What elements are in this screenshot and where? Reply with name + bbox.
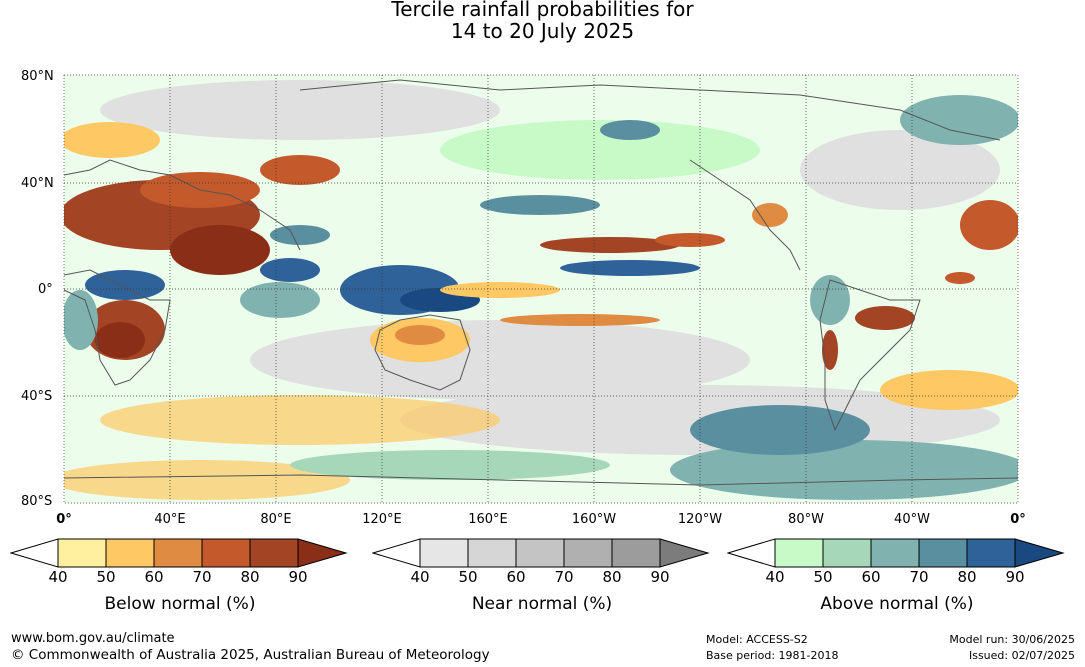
- map-title-line2: 14 to 20 July 2025: [450, 19, 635, 43]
- map-title-line1: Tercile rainfall probabilities for: [391, 0, 694, 21]
- lon-label: 40°W: [894, 512, 930, 527]
- colorbar-swatch: [201, 538, 251, 568]
- colorbar-tick-label: 60: [861, 568, 881, 586]
- colorbar-tick-label: 80: [240, 568, 260, 586]
- lat-label: 80°N: [21, 69, 54, 84]
- lat-label: 40°N: [21, 176, 54, 191]
- base-period: Base period: 1981-2018: [706, 649, 839, 662]
- footer-url: www.bom.gov.au/climate: [11, 631, 175, 646]
- colorbar-tick-label: 60: [506, 568, 526, 586]
- colorbar-swatch: [918, 538, 968, 568]
- colorbar-upper-arrow: [297, 538, 348, 568]
- graticule: [63, 74, 1019, 504]
- colorbar-tick-label: 80: [957, 568, 977, 586]
- colorbar-tick-label: 70: [554, 568, 574, 586]
- colorbar-tick-label: 90: [288, 568, 308, 586]
- colorbar-swatch: [774, 538, 824, 568]
- colorbar-upper-arrow: [1014, 538, 1065, 568]
- colorbar-tick-label: 70: [909, 568, 929, 586]
- lon-label: 80°E: [260, 512, 292, 527]
- colorbar-swatch: [105, 538, 155, 568]
- colorbar-tick-label: 40: [410, 568, 430, 586]
- colorbar-swatch: [515, 538, 565, 568]
- colorbar-tick-label: 70: [192, 568, 212, 586]
- colorbar-swatch: [57, 538, 107, 568]
- lon-label: 160°E: [468, 512, 508, 527]
- lon-label: 120°W: [677, 512, 723, 527]
- footer-copyright: © Commonwealth of Australia 2025, Austra…: [11, 647, 490, 663]
- colorbar-tick-label: 90: [1005, 568, 1025, 586]
- colorbar-tick-label: 90: [650, 568, 670, 586]
- colorbar-caption: Below normal (%): [104, 594, 256, 614]
- colorbar-lower-arrow: [372, 538, 421, 568]
- colorbar-swatch: [611, 538, 661, 568]
- colorbar-swatch: [419, 538, 469, 568]
- lon-label: 80°W: [788, 512, 824, 527]
- lat-label: 80°S: [21, 494, 53, 509]
- colorbar-lower-arrow: [10, 538, 59, 568]
- colorbar-swatches: [727, 538, 1065, 568]
- colorbar-upper-arrow: [659, 538, 710, 568]
- colorbar-caption: Near normal (%): [471, 594, 613, 614]
- colorbar-tick-label: 50: [96, 568, 116, 586]
- colorbar-swatch: [870, 538, 920, 568]
- lon-label: 0°: [1010, 512, 1026, 527]
- colorbar-swatch: [467, 538, 517, 568]
- model-run-date: Model run: 30/06/2025: [949, 633, 1075, 646]
- map-field: [64, 75, 1018, 503]
- lon-label: 120°E: [362, 512, 402, 527]
- lon-label: 40°E: [154, 512, 186, 527]
- colorbar-lower-arrow: [727, 538, 776, 568]
- issued-date: Issued: 02/07/2025: [968, 649, 1075, 662]
- colorbar-swatch: [966, 538, 1016, 568]
- colorbar-caption: Above normal (%): [820, 594, 974, 614]
- colorbar-swatch: [249, 538, 299, 568]
- colorbar-swatch: [153, 538, 203, 568]
- colorbar-tick-label: 50: [813, 568, 833, 586]
- lat-label: 40°S: [21, 389, 53, 404]
- lon-label: 0°: [56, 512, 72, 527]
- colorbar-swatches: [10, 538, 348, 568]
- colorbar-tick-label: 40: [48, 568, 68, 586]
- lon-label: 160°W: [571, 512, 617, 527]
- colorbar-tick-label: 80: [602, 568, 622, 586]
- colorbar-tick-label: 60: [144, 568, 164, 586]
- colorbar-tick-label: 50: [458, 568, 478, 586]
- model-name: Model: ACCESS-S2: [706, 633, 808, 646]
- colorbar-swatch: [822, 538, 872, 568]
- lat-label: 0°: [38, 282, 53, 297]
- colorbar-tick-label: 40: [765, 568, 785, 586]
- colorbar-swatch: [563, 538, 613, 568]
- colorbar-swatches: [372, 538, 710, 568]
